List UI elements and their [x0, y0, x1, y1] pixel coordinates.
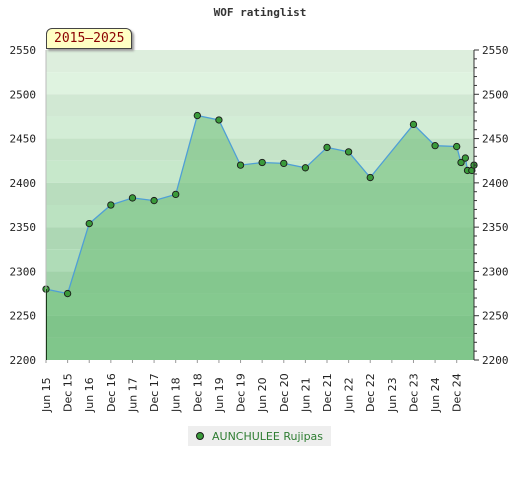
data-point	[85, 219, 93, 228]
x-tick-label: Dec 23	[407, 373, 420, 412]
data-point	[453, 142, 461, 151]
x-tick-label: Dec 20	[278, 373, 291, 412]
data-point	[107, 201, 115, 209]
y-tick-label: 2400	[482, 177, 509, 190]
data-point	[193, 111, 201, 120]
data-point	[461, 154, 470, 162]
x-tick-labels: Jun 15 Dec 15 Jun 16 Dec 16 Jun 17 Dec 17 Jun …	[40, 373, 464, 413]
y-tick-label: 2300	[482, 265, 509, 278]
data-point	[301, 164, 310, 172]
period-badge: 2015–2025	[46, 28, 133, 49]
x-tick-label: Jun 23	[386, 377, 399, 413]
x-tick-label: Dec 24	[451, 373, 464, 412]
x-tick-label: Jun 19	[213, 377, 226, 413]
x-tick-label: Jun 24	[429, 377, 442, 413]
y-tick-label: 2250	[10, 310, 37, 323]
x-tick-label: Jun 17	[126, 377, 139, 413]
x-tick-label: Dec 16	[105, 373, 118, 412]
band	[46, 116, 474, 139]
x-tick-label: Dec 18	[191, 373, 204, 412]
y-tick-label: 2350	[482, 221, 509, 234]
y-tick-label: 2500	[482, 88, 509, 101]
y-tick-label: 2450	[482, 133, 509, 146]
x-tick-label: Jun 15	[40, 377, 53, 413]
data-point	[457, 158, 465, 167]
data-point	[63, 289, 72, 298]
x-tick-label: Dec 17	[148, 373, 161, 412]
data-point	[258, 158, 266, 167]
y-tick-label: 2300	[10, 265, 37, 278]
y-tick-label: 2350	[10, 221, 37, 234]
point-layer	[42, 111, 478, 298]
y-tick-label: 2200	[10, 354, 37, 367]
legend[interactable]: AUNCHULEE Rujipas	[188, 426, 332, 446]
y-tick-label: 2400	[10, 177, 37, 190]
legend-marker-icon	[196, 432, 204, 440]
x-tick-label: Dec 22	[364, 373, 377, 412]
data-point	[280, 159, 288, 168]
band	[46, 72, 474, 95]
x-tick-label: Jun 21	[299, 377, 312, 413]
y-tick-label: 2550	[10, 44, 37, 57]
x-tick-label: Dec 21	[321, 373, 334, 412]
y-tick-label: 2450	[10, 133, 37, 146]
data-point	[215, 116, 223, 124]
data-point	[128, 194, 137, 202]
x-tick-label: Dec 19	[235, 373, 248, 412]
y-tick-label: 2500	[10, 88, 37, 101]
y-tick-label: 2250	[482, 310, 509, 323]
y-tick-label: 2200	[482, 354, 509, 367]
band	[46, 50, 474, 73]
data-point	[236, 161, 245, 169]
chart-title: WOF ratinglist	[213, 6, 307, 19]
y-tick-labels-left: 2200 2250 2300 2350 2400 2450 2500 2550	[10, 44, 37, 367]
y-tick-labels-right: 2200 2250 2300 2350 2400 2450 2500 2550	[482, 44, 509, 367]
x-tick-label: Jun 16	[83, 377, 96, 413]
data-point	[366, 173, 374, 182]
data-point	[150, 196, 158, 205]
x-tick-label: Jun 18	[170, 377, 183, 413]
x-tick-label: Jun 20	[256, 377, 269, 413]
data-point	[344, 148, 353, 156]
band	[46, 138, 474, 161]
data-point	[172, 190, 180, 199]
y-tick-label: 2550	[482, 44, 509, 57]
data-point	[323, 143, 331, 152]
data-point	[431, 142, 439, 150]
legend-label: AUNCHULEE Rujipas	[212, 429, 324, 443]
x-tick-label: Dec 15	[62, 373, 75, 412]
band	[46, 94, 474, 117]
x-tick-label: Jun 22	[343, 377, 356, 413]
axis-layer	[45, 49, 479, 363]
data-point	[409, 120, 418, 129]
